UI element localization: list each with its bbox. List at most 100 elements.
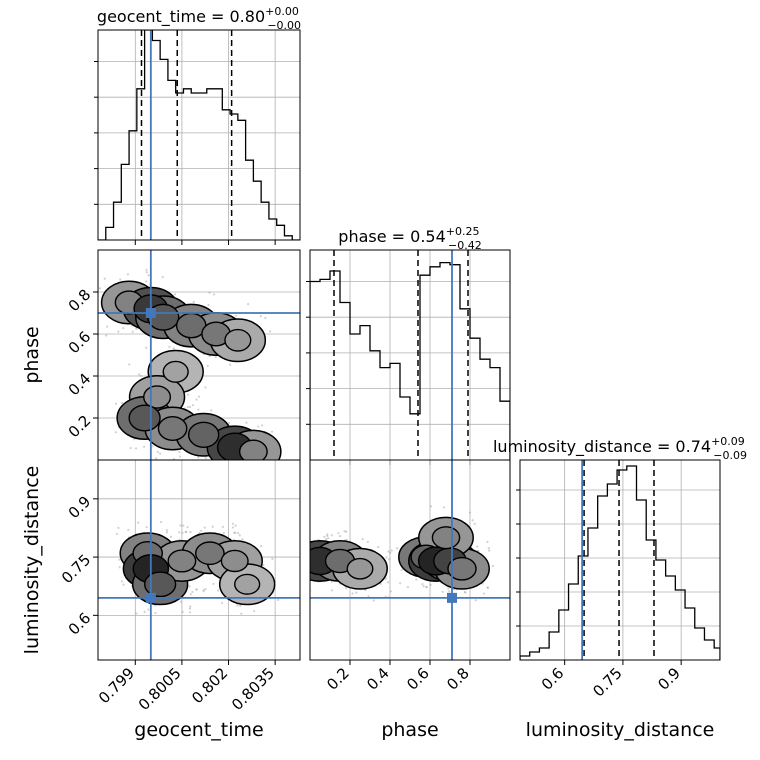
sample-point (366, 540, 369, 544)
sample-point (308, 538, 310, 540)
sample-point (118, 558, 121, 561)
sample-point (179, 524, 182, 527)
sample-point (262, 563, 265, 567)
sample-point (212, 293, 216, 296)
sample-point (355, 591, 358, 594)
x-tick-label: 0.6 (403, 664, 433, 694)
sample-point (377, 545, 380, 549)
sample-point (122, 327, 125, 330)
sample-point (165, 531, 169, 534)
sample-point (415, 578, 418, 581)
truth-marker (447, 592, 457, 603)
sample-point (326, 533, 329, 536)
sample-point (192, 300, 195, 304)
sample-point (188, 405, 192, 409)
contour-inner (238, 439, 268, 460)
sample-point (264, 473, 266, 475)
sample-point (387, 550, 390, 553)
sample-point (241, 538, 244, 541)
sample-point (236, 531, 240, 535)
sample-point (181, 610, 184, 614)
y-tick-label: 0.75 (58, 551, 94, 587)
sample-point (128, 363, 131, 366)
sample-point (279, 466, 281, 468)
sample-point (234, 531, 237, 534)
sample-point (245, 421, 248, 424)
sample-point (395, 547, 399, 550)
sample-point (145, 526, 148, 529)
y-axis-label: luminosity_distance (21, 466, 43, 655)
sample-point (122, 583, 125, 586)
sample-point (202, 590, 205, 593)
x-tick-label: 0.8 (443, 664, 473, 694)
sample-point (234, 314, 238, 317)
sample-point (389, 590, 392, 593)
sample-point (119, 278, 122, 281)
sample-point (400, 568, 403, 571)
sample-point (120, 580, 123, 583)
sample-point (220, 601, 224, 605)
sample-point (140, 374, 143, 378)
sample-point (169, 535, 173, 538)
sample-point (259, 545, 263, 548)
sample-point (131, 330, 134, 333)
sample-point (271, 557, 274, 560)
sample-point (184, 530, 187, 533)
sample-point (178, 455, 182, 458)
y-axis-label: phase (21, 326, 43, 383)
sample-point (471, 519, 474, 522)
sample-point (253, 609, 256, 613)
sample-point (337, 532, 340, 535)
sample-point (330, 589, 334, 592)
contour-inner (128, 404, 161, 432)
sample-point (326, 534, 329, 538)
sample-point (191, 590, 194, 594)
x-axis-label: phase (381, 719, 438, 741)
sample-point (187, 393, 190, 396)
y-tick-label: 0.8 (65, 286, 95, 316)
sample-point (487, 547, 490, 550)
sample-point (195, 398, 198, 401)
sample-point (290, 532, 292, 534)
sample-point (473, 522, 476, 525)
sample-point (181, 531, 184, 535)
sample-point (231, 522, 234, 525)
sample-point (486, 586, 489, 589)
sample-point (117, 330, 120, 333)
sample-point (214, 477, 216, 479)
sample-point (156, 450, 159, 454)
sample-point (448, 590, 451, 593)
sample-point (135, 327, 138, 330)
sample-point (290, 579, 292, 581)
sample-point (103, 277, 106, 280)
sample-point (143, 610, 146, 614)
sample-point (165, 529, 169, 532)
x-tick-label: 0.8005 (135, 664, 185, 714)
sample-point (172, 457, 176, 460)
contour-inner (346, 557, 374, 580)
x-tick-label: 0.4 (363, 664, 393, 694)
histogram-step (520, 465, 720, 660)
sample-point (305, 555, 307, 557)
sample-point (189, 605, 192, 608)
sample-point (183, 466, 185, 468)
sample-point (200, 529, 203, 532)
sample-point (127, 528, 130, 532)
x-tick-label: 0.799 (95, 664, 138, 707)
sample-point (476, 545, 479, 548)
sample-point (189, 593, 192, 596)
sample-point (486, 540, 489, 543)
contour-inner (224, 328, 252, 352)
panel-geocent_time-hist: geocent_time = 0.80+0.00 −0.00 (94, 5, 301, 245)
truth-marker (145, 592, 156, 603)
sample-point (159, 520, 163, 524)
sample-point (159, 452, 162, 455)
sample-point (289, 542, 291, 544)
sample-point (441, 590, 444, 593)
sample-point (257, 425, 260, 428)
sample-point (204, 587, 207, 591)
panel-luminosity_distance-hist: luminosity_distance = 0.74+0.09 −0.09 0.6 0… (493, 435, 747, 741)
sample-point (474, 599, 477, 602)
sample-point (425, 585, 428, 589)
